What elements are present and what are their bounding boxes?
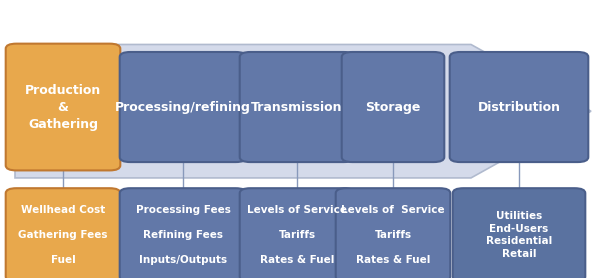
- FancyBboxPatch shape: [450, 52, 588, 162]
- FancyBboxPatch shape: [240, 52, 354, 162]
- Text: Processing/refining: Processing/refining: [115, 101, 251, 113]
- FancyBboxPatch shape: [120, 52, 246, 162]
- Text: Storage: Storage: [365, 101, 421, 113]
- Text: Production
&
Gathering: Production & Gathering: [25, 83, 101, 131]
- Polygon shape: [15, 44, 591, 178]
- Text: Distribution: Distribution: [478, 101, 560, 113]
- FancyBboxPatch shape: [240, 188, 354, 278]
- Text: Processing Fees

Refining Fees

Inputs/Outputs: Processing Fees Refining Fees Inputs/Out…: [136, 205, 230, 265]
- Text: Levels of  Service

Tariffs

Rates & Fuel: Levels of Service Tariffs Rates & Fuel: [341, 205, 445, 265]
- FancyBboxPatch shape: [120, 188, 246, 278]
- FancyBboxPatch shape: [453, 188, 586, 278]
- FancyBboxPatch shape: [5, 188, 121, 278]
- Text: Wellhead Cost

Gathering Fees

Fuel: Wellhead Cost Gathering Fees Fuel: [18, 205, 108, 265]
- FancyBboxPatch shape: [336, 188, 450, 278]
- Text: Utilities
End-Users
Residential
Retail: Utilities End-Users Residential Retail: [486, 211, 552, 259]
- Text: Levels of Service

Tariffs

Rates & Fuel: Levels of Service Tariffs Rates & Fuel: [247, 205, 347, 265]
- Text: Transmission: Transmission: [251, 101, 343, 113]
- FancyBboxPatch shape: [342, 52, 444, 162]
- FancyBboxPatch shape: [5, 44, 121, 170]
